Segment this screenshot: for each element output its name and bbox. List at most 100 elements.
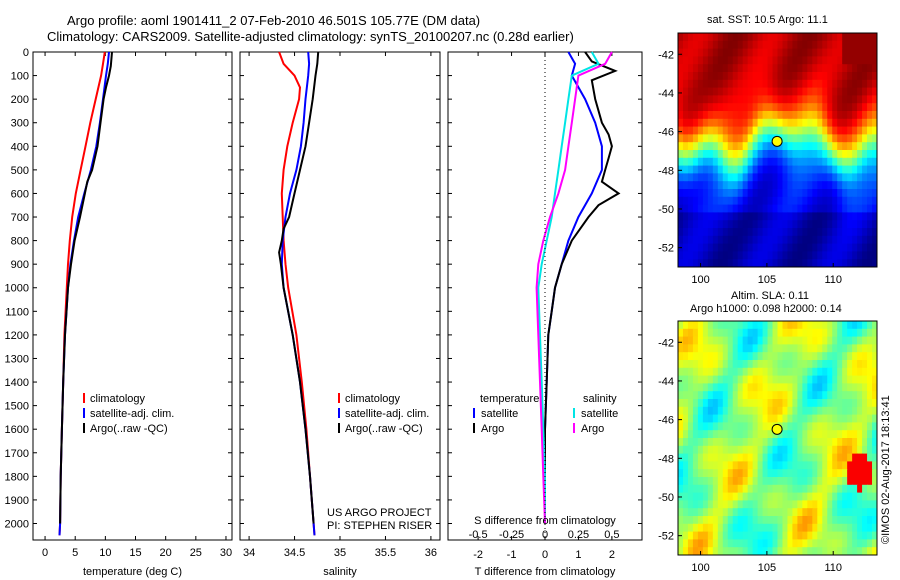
heatmap-cell bbox=[787, 204, 794, 213]
heatmap-cell bbox=[837, 235, 843, 245]
heatmap-cell bbox=[867, 118, 873, 128]
heatmap-cell bbox=[762, 48, 769, 57]
heatmap-cell bbox=[852, 33, 858, 42]
heatmap-cell bbox=[692, 165, 699, 174]
title-line-1: Argo profile: aoml 1901411_2 07-Feb-2010… bbox=[67, 13, 481, 28]
heatmap-cell bbox=[767, 422, 774, 431]
heatmap-cell bbox=[757, 406, 764, 416]
heatmap-cell bbox=[857, 352, 863, 361]
y-tick-label: -52 bbox=[658, 243, 674, 255]
heatmap-cell bbox=[852, 539, 858, 548]
heatmap-cell bbox=[842, 430, 848, 439]
heatmap-cell bbox=[732, 523, 739, 533]
heatmap-cell bbox=[807, 547, 813, 555]
heatmap-cell bbox=[872, 212, 877, 221]
heatmap-cell bbox=[872, 220, 877, 229]
heatmap-cell bbox=[797, 414, 803, 423]
heatmap-cell bbox=[737, 173, 744, 182]
heatmap-cell bbox=[862, 406, 868, 416]
heatmap-cell bbox=[678, 336, 684, 345]
heatmap-cell bbox=[692, 181, 699, 190]
heatmap-cell bbox=[682, 103, 689, 112]
heatmap-cell bbox=[737, 422, 744, 431]
heatmap-cell bbox=[762, 391, 769, 400]
heatmap-cell bbox=[872, 399, 877, 408]
heatmap-cell bbox=[767, 181, 774, 190]
heatmap-cell bbox=[702, 189, 709, 198]
heatmap-cell bbox=[727, 196, 734, 206]
heatmap-cell bbox=[802, 95, 808, 104]
heatmap-cell bbox=[842, 321, 848, 330]
heatmap-cell bbox=[827, 204, 833, 213]
heatmap-cell bbox=[727, 118, 734, 128]
heatmap-cell bbox=[847, 95, 853, 104]
heatmap-cell bbox=[732, 336, 739, 345]
heatmap-cell bbox=[797, 422, 803, 431]
heatmap-cell bbox=[787, 212, 794, 221]
heatmap-cell bbox=[862, 111, 868, 120]
heatmap-cell bbox=[687, 48, 694, 57]
heatmap-cell bbox=[762, 72, 769, 81]
heatmap-cell bbox=[827, 430, 833, 439]
heatmap-cell bbox=[777, 220, 784, 229]
heatmap-cell bbox=[857, 360, 863, 369]
heatmap-cell bbox=[678, 375, 684, 384]
heatmap-cell bbox=[872, 328, 877, 338]
heatmap-cell bbox=[717, 484, 724, 494]
heatmap-cell bbox=[767, 87, 774, 96]
heatmap-cell bbox=[687, 539, 694, 548]
heatmap-cell bbox=[737, 492, 744, 501]
heatmap-cell bbox=[842, 484, 848, 494]
heatmap-cell bbox=[847, 134, 853, 143]
legend-label: satellite-adj. clim. bbox=[345, 408, 429, 420]
heatmap-cell bbox=[678, 484, 684, 494]
heatmap-cell bbox=[697, 469, 704, 478]
heatmap-cell bbox=[842, 344, 848, 353]
heatmap-cell bbox=[777, 383, 784, 392]
heatmap-cell bbox=[842, 406, 848, 416]
heatmap-cell bbox=[692, 48, 699, 57]
heatmap-cell bbox=[872, 383, 877, 392]
heatmap-cell bbox=[687, 383, 694, 392]
heatmap-cell bbox=[702, 500, 709, 509]
heatmap-cell bbox=[697, 142, 704, 151]
heatmap-cell bbox=[752, 196, 759, 206]
heatmap-cell bbox=[772, 336, 779, 345]
heatmap-cell bbox=[702, 212, 709, 221]
heatmap-cell bbox=[792, 445, 798, 455]
heatmap-cell bbox=[762, 383, 769, 392]
heatmap-cell bbox=[678, 56, 684, 65]
heatmap-cell bbox=[837, 375, 843, 384]
heatmap-cell bbox=[682, 383, 689, 392]
heatmap-cell bbox=[747, 212, 754, 221]
heatmap-cell bbox=[857, 259, 863, 267]
heatmap-cell bbox=[797, 189, 803, 198]
heatmap-cell bbox=[737, 142, 744, 151]
heatmap-cell bbox=[842, 360, 848, 369]
heatmap-cell bbox=[822, 344, 828, 353]
heatmap-cell bbox=[752, 142, 759, 151]
heatmap-cell bbox=[847, 64, 853, 73]
heatmap-cell bbox=[867, 523, 873, 533]
heatmap-cell bbox=[842, 142, 848, 151]
heatmap-cell bbox=[857, 56, 863, 65]
heatmap-cell bbox=[727, 375, 734, 384]
heatmap-cell bbox=[872, 134, 877, 143]
y-tick-label: -50 bbox=[658, 204, 674, 216]
heatmap-cell bbox=[802, 150, 808, 159]
heatmap-cell bbox=[722, 56, 729, 65]
heatmap-cell bbox=[797, 56, 803, 65]
heatmap-cell bbox=[707, 259, 714, 267]
heatmap-cell bbox=[792, 165, 798, 174]
heatmap-cell bbox=[712, 189, 719, 198]
heatmap-cell bbox=[747, 547, 754, 555]
heatmap-cell bbox=[678, 212, 684, 221]
heatmap-cell bbox=[817, 461, 823, 470]
heatmap-cell bbox=[852, 523, 858, 533]
heatmap-cell bbox=[812, 477, 818, 486]
heatmap-cell bbox=[817, 406, 823, 416]
heatmap-cell bbox=[682, 79, 689, 89]
heatmap-cell bbox=[782, 453, 789, 462]
heatmap-cell bbox=[782, 477, 789, 486]
